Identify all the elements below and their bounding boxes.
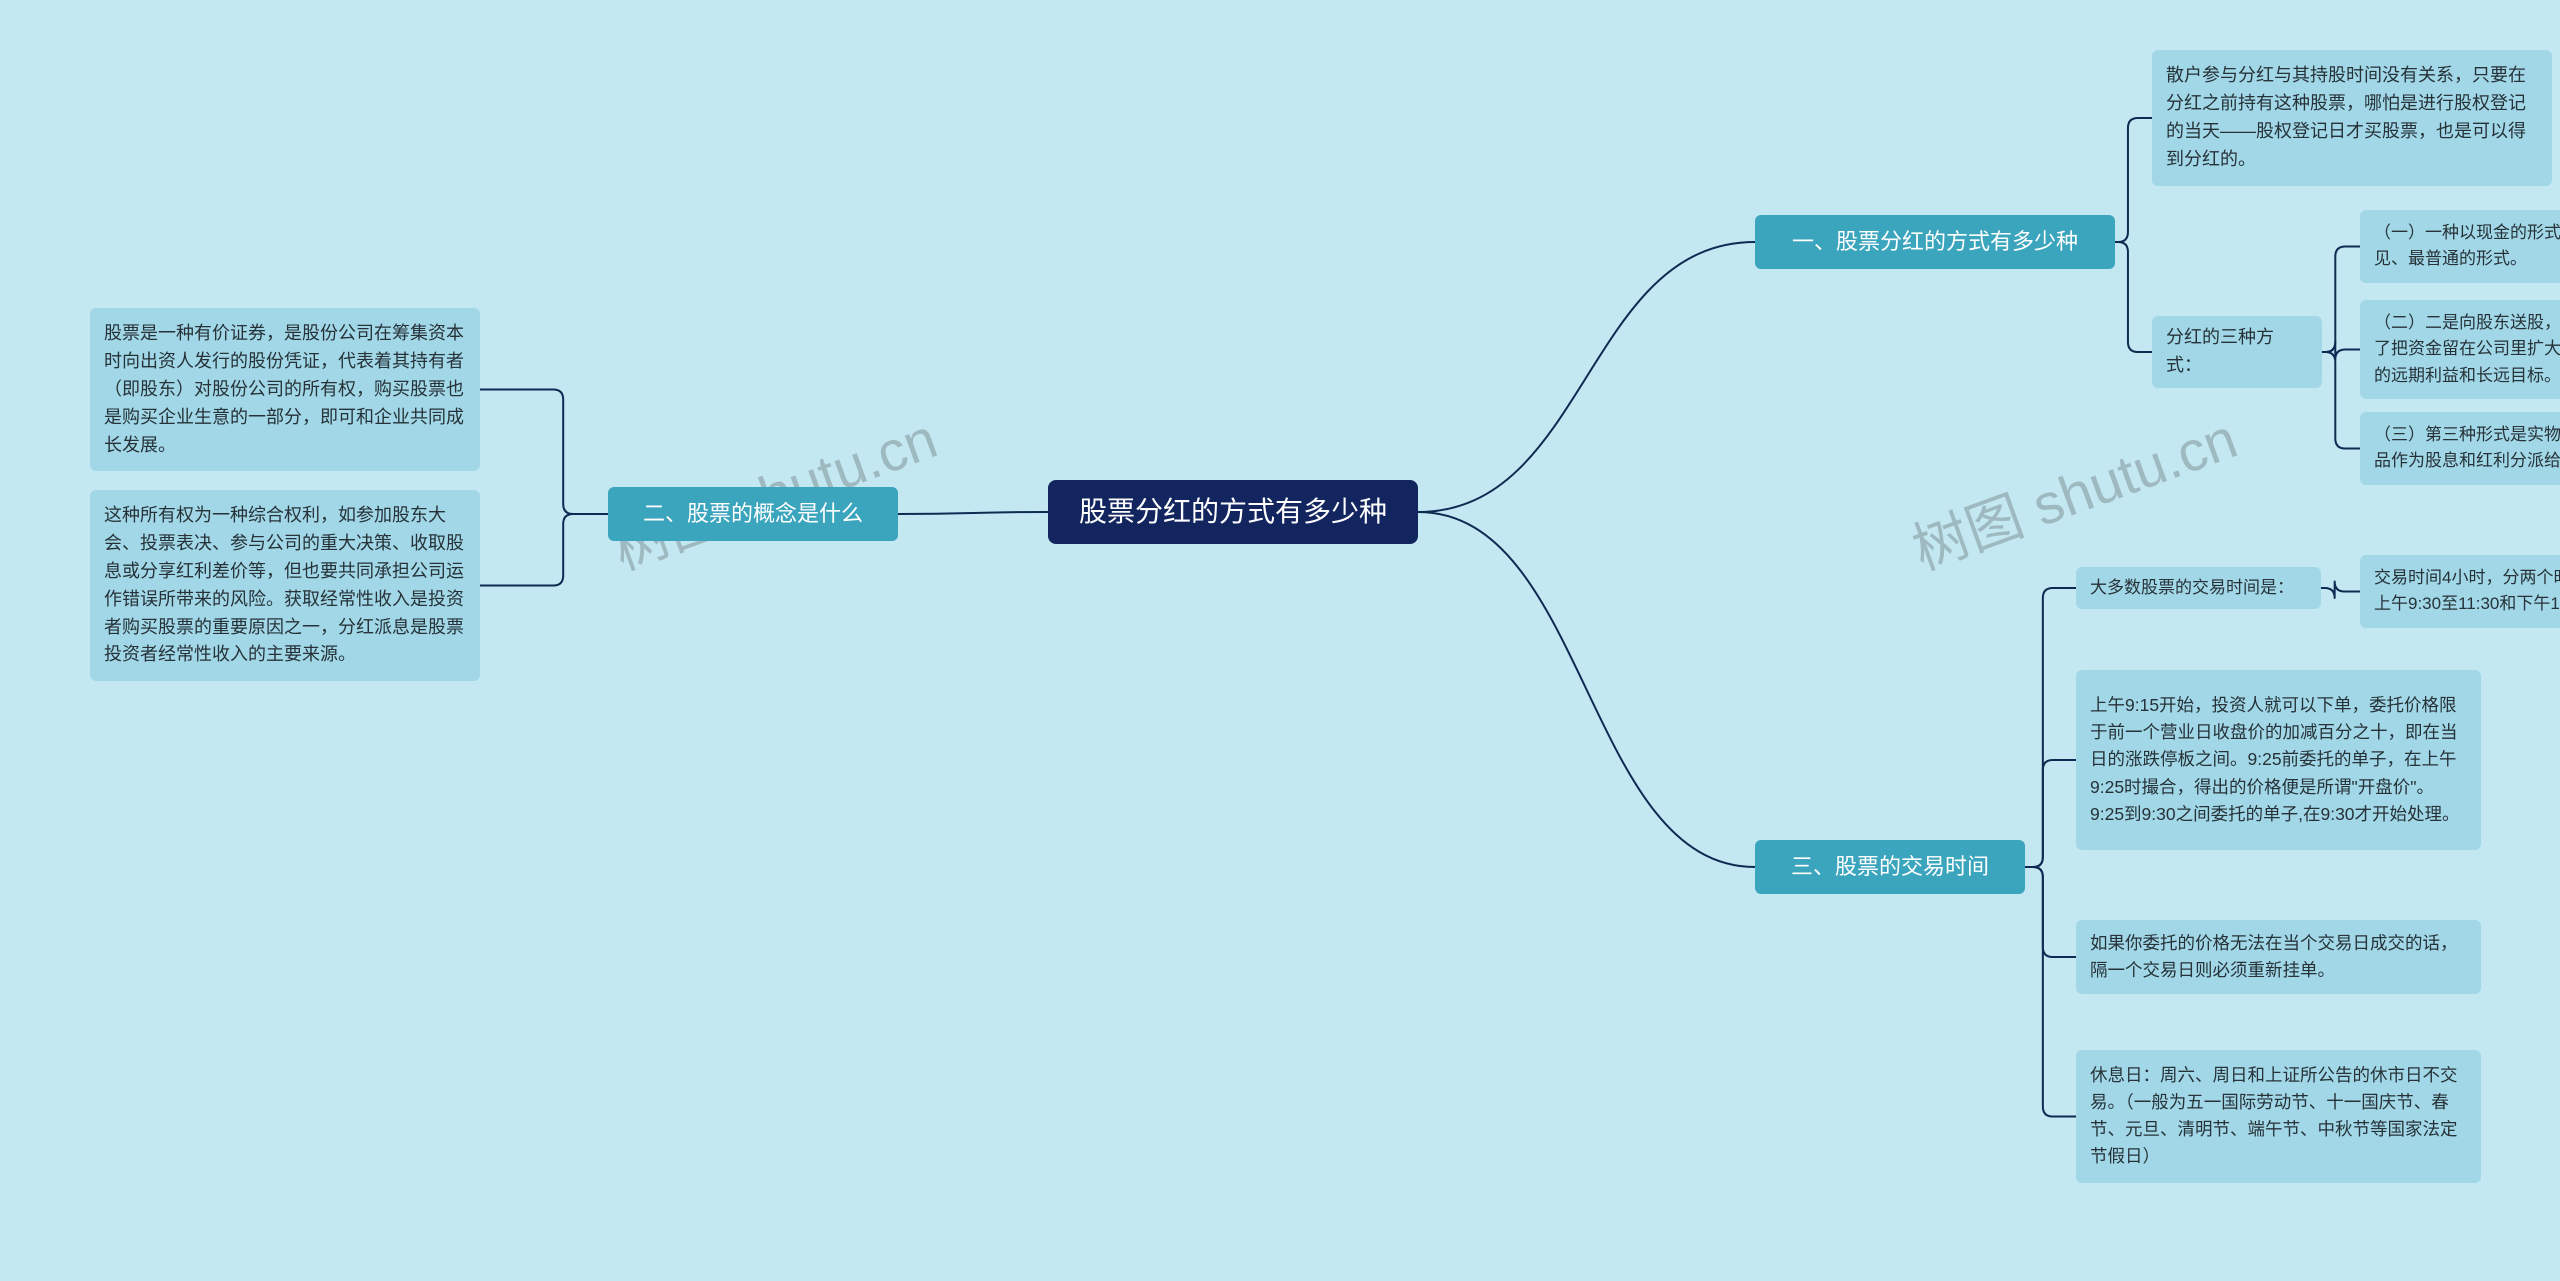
subtopic-label: 大多数股票的交易时间是： (2090, 575, 2294, 601)
branch-trading-hours[interactable]: 三、股票的交易时间 (1755, 840, 2025, 894)
leaf-stock-definition[interactable]: 股票是一种有价证券，是股份公司在筹集资本时向出资人发行的股份凭证，代表着其持有者… (90, 308, 480, 471)
root-topic[interactable]: 股票分红的方式有多少种 (1048, 480, 1418, 544)
mindmap-canvas: 树图 shutu.cn 树图 shutu.cn 股票分红的方式有多少种 一、股票… (0, 0, 2560, 1281)
leaf-retail-dividend-note[interactable]: 散户参与分红与其持股时间没有关系，只要在分红之前持有这种股票，哪怕是进行股权登记… (2152, 50, 2552, 186)
leaf-physical-dividend[interactable]: （三）第三种形式是实物分派，即是把公司的产品作为股息和红利分派给股东。 (2360, 412, 2560, 485)
subtopic-label: 分红的三种方式： (2166, 324, 2308, 380)
branch-label: 二、股票的概念是什么 (643, 497, 863, 531)
leaf-text: 如果你委托的价格无法在当个交易日成交的话，隔一个交易日则必须重新挂单。 (2090, 930, 2467, 984)
leaf-text: 交易时间4小时，分两个时段，为：周一至周五上午9:30至11:30和下午13:0… (2374, 565, 2560, 618)
leaf-text: 休息日：周六、周日和上证所公告的休市日不交易。（一般为五一国际劳动节、十一国庆节… (2090, 1062, 2467, 1171)
leaf-order-rules[interactable]: 上午9:15开始，投资人就可以下单，委托价格限于前一个营业日收盘价的加减百分之十… (2076, 670, 2481, 850)
leaf-holiday-rule[interactable]: 休息日：周六、周日和上证所公告的休市日不交易。（一般为五一国际劳动节、十一国庆节… (2076, 1050, 2481, 1183)
leaf-text: 上午9:15开始，投资人就可以下单，委托价格限于前一个营业日收盘价的加减百分之十… (2090, 692, 2467, 828)
leaf-text: 散户参与分红与其持股时间没有关系，只要在分红之前持有这种股票，哪怕是进行股权登记… (2166, 62, 2538, 174)
subtopic-most-trading-hours[interactable]: 大多数股票的交易时间是： (2076, 567, 2321, 609)
subtopic-three-dividend-methods[interactable]: 分红的三种方式： (2152, 316, 2322, 388)
leaf-reorder-rule[interactable]: 如果你委托的价格无法在当个交易日成交的话，隔一个交易日则必须重新挂单。 (2076, 920, 2481, 994)
leaf-ownership-rights[interactable]: 这种所有权为一种综合权利，如参加股东大会、投票表决、参与公司的重大决策、收取股息… (90, 490, 480, 681)
leaf-trading-hours-detail[interactable]: 交易时间4小时，分两个时段，为：周一至周五上午9:30至11:30和下午13:0… (2360, 555, 2560, 628)
leaf-stock-dividend[interactable]: （二）二是向股东送股，采取这种方式主要是为了把资金留在公司里扩大经营，以追求公司… (2360, 300, 2560, 399)
leaf-text: 这种所有权为一种综合权利，如参加股东大会、投票表决、参与公司的重大决策、收取股息… (104, 502, 466, 669)
leaf-text: （一）一种以现金的形式向股东支付。这是最常见、最普通的形式。 (2374, 220, 2560, 273)
root-topic-label: 股票分红的方式有多少种 (1079, 490, 1387, 533)
branch-dividend-methods[interactable]: 一、股票分红的方式有多少种 (1755, 215, 2115, 269)
branch-stock-concept[interactable]: 二、股票的概念是什么 (608, 487, 898, 541)
leaf-text: （二）二是向股东送股，采取这种方式主要是为了把资金留在公司里扩大经营，以追求公司… (2374, 310, 2560, 389)
leaf-text: （三）第三种形式是实物分派，即是把公司的产品作为股息和红利分派给股东。 (2374, 422, 2560, 475)
branch-label: 三、股票的交易时间 (1791, 850, 1989, 884)
branch-label: 一、股票分红的方式有多少种 (1792, 225, 2078, 259)
leaf-cash-dividend[interactable]: （一）一种以现金的形式向股东支付。这是最常见、最普通的形式。 (2360, 210, 2560, 283)
leaf-text: 股票是一种有价证券，是股份公司在筹集资本时向出资人发行的股份凭证，代表着其持有者… (104, 320, 466, 459)
